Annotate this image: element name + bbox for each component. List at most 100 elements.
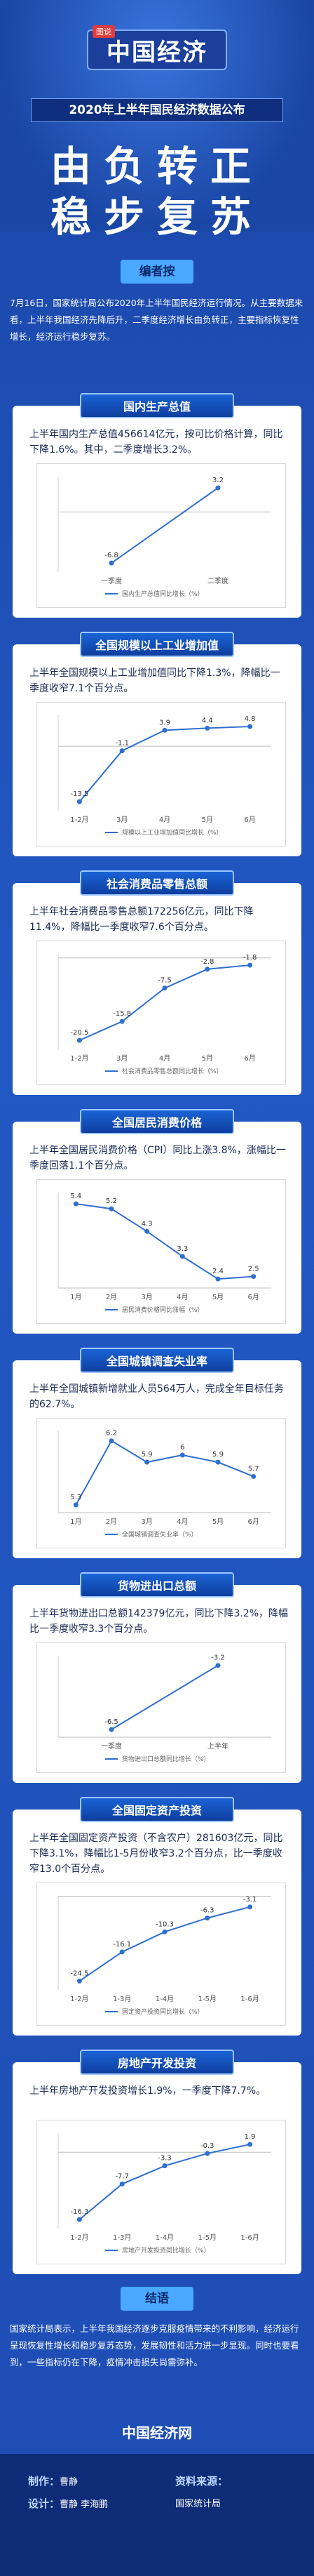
hero-banner: 中国经济 图说 2020年上半年国民经济数据公布 由负转正 稳步复苏	[0, 0, 314, 241]
data-label: -7.5	[158, 977, 172, 985]
legend-label: 国内生产总值同比增长（%）	[122, 590, 204, 598]
data-label: -20.5	[70, 1029, 88, 1037]
data-label: 3.3	[177, 1245, 188, 1253]
editor-text: 7月16日，国家统计局公布2020年上半年国民经济运行情况。从主要数据来看，上半…	[10, 298, 303, 342]
data-point	[247, 724, 253, 729]
section-desc: 上半年货物进出口总额142379亿元，同比下降3.2%，降幅比一季度收窄3.3个…	[29, 1608, 289, 1635]
x-tick-label: 二季度	[207, 576, 228, 585]
x-tick-label: 1-2月	[70, 1054, 88, 1063]
data-label: -24.5	[70, 1970, 88, 1977]
data-point	[179, 1452, 185, 1458]
data-label: -3.1	[243, 1896, 257, 1904]
x-tick-label: 6月	[244, 816, 255, 824]
data-point	[109, 560, 114, 566]
data-point	[76, 799, 82, 804]
line-chart: -13.5 1-2月 -1.1 3月 3.9 4月 4.4 5月 4.8 6月 规模以上工业增加值同…	[36, 702, 286, 847]
data-label: -16.1	[113, 1941, 131, 1948]
legend: 社会消费品零售总额同比增长（%）	[105, 1067, 223, 1075]
series-line	[78, 1906, 250, 1982]
chart-svg: 5.4 1月 5.2 2月 4.3 3月 3.3 4月 2.4 5月 2.5 6月居民消费价格同比涨幅…	[57, 1193, 271, 1314]
title-line-2: 稳步复苏	[50, 193, 264, 241]
data-point	[76, 1978, 82, 1984]
data-label: -10.3	[156, 1920, 174, 1928]
legend: 规模以上工业增加值同比增长（%）	[105, 828, 223, 837]
producer-label: 制作：	[28, 2475, 60, 2488]
data-point	[119, 1949, 125, 1955]
footer: 制作：曹静 设计：曹静 李海鹏 资料来源： 国家统计局	[0, 2454, 314, 2576]
series-line	[75, 1440, 254, 1506]
data-label: 5.9	[142, 1451, 153, 1459]
editor-badge: 编者按	[121, 260, 193, 284]
legend: 固定资产投资同比增长（%）	[105, 2007, 204, 2016]
series-line	[76, 1203, 254, 1280]
x-tick-label: 5月	[202, 1054, 213, 1063]
data-label: 6.2	[106, 1430, 117, 1438]
x-tick-label: 2月	[106, 1293, 117, 1301]
data-label: -16.3	[70, 2208, 88, 2216]
data-label: 1.9	[245, 2133, 256, 2141]
data-label: -6.3	[200, 1907, 214, 1915]
section-title: 货物进出口总额	[80, 1572, 234, 1598]
data-point	[119, 748, 125, 754]
data-label: -3.2	[211, 1654, 225, 1662]
x-tick-label: 1-6月	[240, 1995, 259, 2003]
data-label: 4.8	[245, 715, 256, 723]
data-point	[205, 725, 210, 731]
data-point	[162, 985, 168, 991]
footer-logo: 中国经济网	[122, 2424, 192, 2441]
section-desc: 上半年全国固定资产投资（不含农户）281603亿元，同比下降3.1%，降幅比1-…	[29, 1833, 283, 1875]
x-tick-label: 1-3月	[113, 2233, 131, 2242]
section-title: 国内生产总值	[80, 393, 234, 418]
x-tick-label: 1-6月	[240, 2233, 259, 2242]
data-label: 4.3	[142, 1220, 153, 1228]
line-chart: -16.3 1-2月 -7.7 1-3月 -3.3 1-4月 -0.3 1-5月 1.9 1-6月…	[36, 2120, 286, 2264]
data-point	[205, 967, 210, 972]
section-card-5: 全国城镇调查失业率 上半年全国城镇新增就业人员564万人，完成全年目标任务的62.…	[13, 1348, 301, 1558]
x-tick-label: 一季度	[101, 576, 122, 585]
legend: 房地产开发投资同比增长（%）	[105, 2246, 210, 2255]
legend-label: 居民消费价格同比涨幅（%）	[122, 1306, 204, 1314]
x-tick-label: 上半年	[207, 1741, 228, 1751]
x-tick-label: 4月	[177, 1293, 188, 1301]
data-point	[205, 1916, 210, 1921]
source-credit: 资料来源：	[175, 2474, 228, 2488]
data-point	[251, 1274, 257, 1280]
legend-label: 规模以上工业增加值同比增长（%）	[122, 828, 223, 837]
section-desc: 上半年全国居民消费价格（CPI）同比上涨3.8%，涨幅比一季度回落1.1个百分点…	[29, 1145, 286, 1171]
x-tick-label: 4月	[177, 1518, 188, 1526]
series-line	[78, 726, 250, 802]
data-label: -6.8	[104, 552, 118, 559]
data-point	[76, 2217, 82, 2222]
section-title: 全国规模以上工业增加值	[80, 632, 234, 657]
x-tick-label: 5月	[212, 1518, 224, 1526]
section-desc: 上半年房地产开发投资增长1.9%，一季度下降7.7%。	[29, 2085, 266, 2097]
section-card-3: 社会消费品零售总额 上半年社会消费品零售总额172256亿元，同比下降11.4%，…	[13, 870, 301, 1095]
data-point	[179, 1254, 185, 1259]
data-label: -7.7	[115, 2173, 129, 2181]
x-tick-label: 1月	[70, 1518, 81, 1526]
logo-text: 中国经济	[107, 38, 207, 67]
x-tick-label: 3月	[116, 1054, 128, 1063]
section-desc: 上半年全国城镇新增就业人员564万人，完成全年目标任务的62.7%。	[29, 1383, 284, 1410]
section-title: 全国固定资产投资	[80, 1797, 234, 1822]
line-chart: 5.4 1月 5.2 2月 4.3 3月 3.3 4月 2.4 5月 2.5 6月 居民消费价格同比涨幅…	[36, 1179, 286, 1324]
data-label: 5.3	[70, 1494, 81, 1501]
line-chart: -6.8 一季度 3.2 二季度 国内生产总值同比增长（%）	[36, 463, 286, 608]
section-card-4: 全国居民消费价格 上半年全国居民消费价格（CPI）同比上涨3.8%，涨幅比一季度回…	[13, 1109, 301, 1334]
chart-svg: -13.5 1-2月 -1.1 3月 3.9 4月 4.4 5月 4.8 6月规模以上工业增加值同…	[57, 715, 271, 837]
source-label: 资料来源：	[175, 2475, 228, 2488]
legend-label: 全国城镇调查失业率（%）	[122, 1530, 198, 1539]
line-chart: -20.5 1-2月 -15.8 3月 -7.5 4月 -2.8 5月 -1.8 6月 社会消费品零…	[36, 941, 286, 1085]
data-label: -13.5	[70, 790, 88, 798]
x-tick-label: 4月	[159, 816, 170, 824]
section-card-1: 国内生产总值 上半年国内生产总值456614亿元，按可比价格计算，同比下降1.6%…	[13, 393, 301, 618]
section-desc: 上半年全国规模以上工业增加值同比下降1.3%，降幅比一季度收窄7.1个百分点。	[29, 668, 280, 694]
x-tick-label: 4月	[159, 1054, 170, 1063]
designer: 曹静 李海鹏	[60, 2499, 109, 2510]
data-point	[119, 2182, 125, 2187]
x-tick-label: 3月	[116, 816, 128, 824]
data-point	[215, 485, 221, 491]
x-tick-label: 1-2月	[70, 816, 88, 824]
